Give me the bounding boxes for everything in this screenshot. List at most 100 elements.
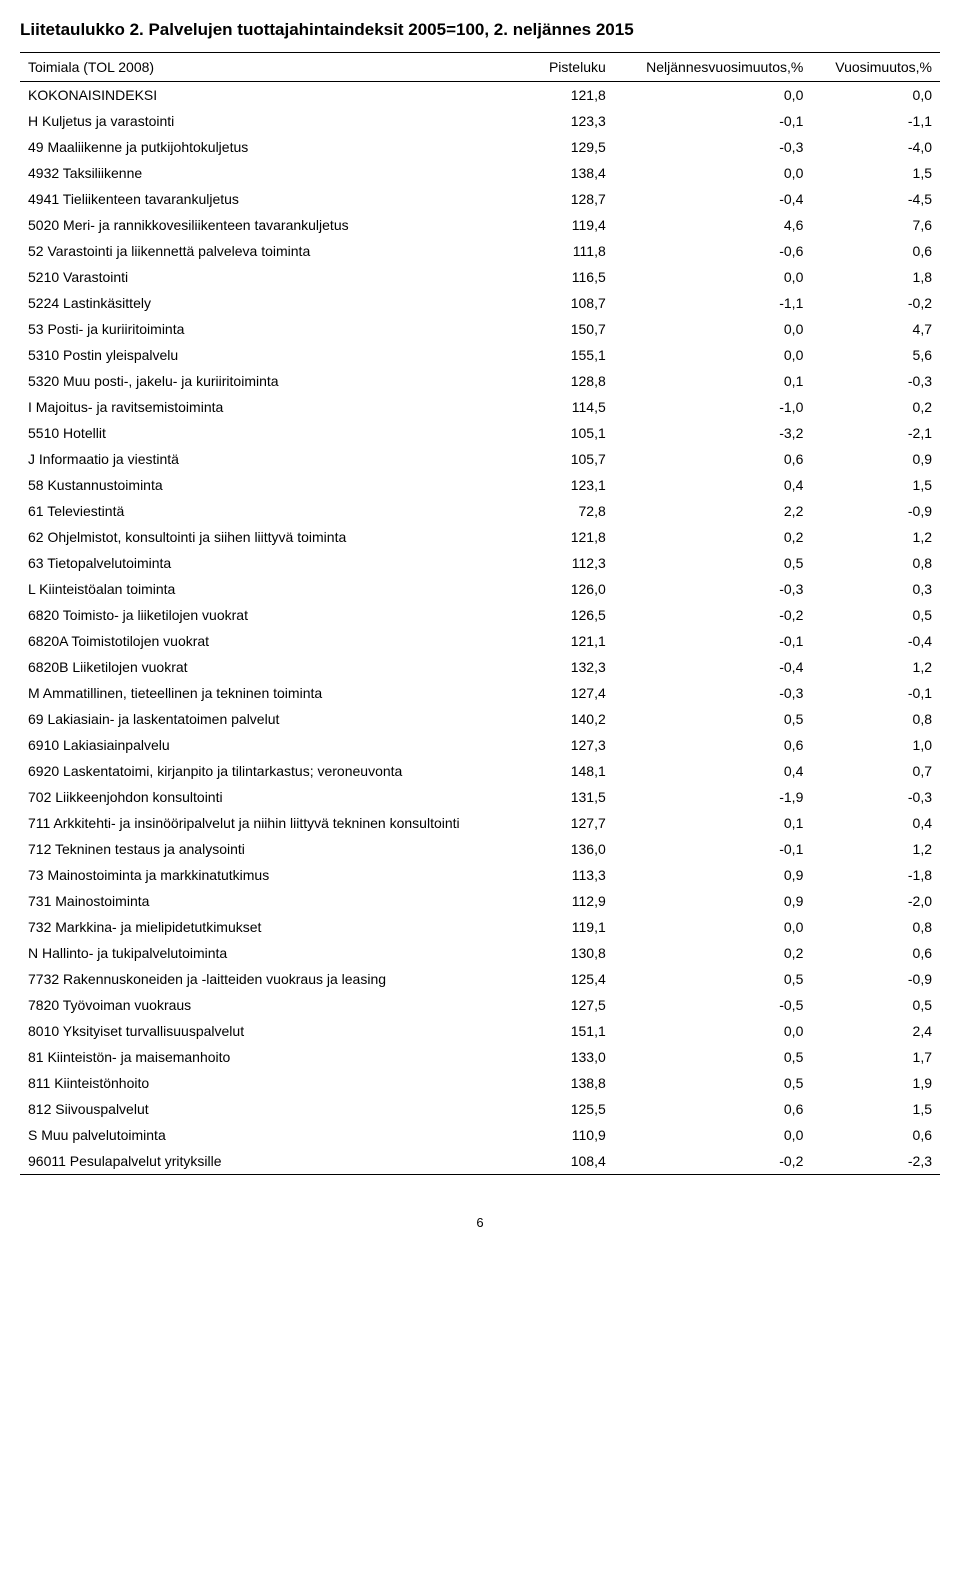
table-row: 58 Kustannustoiminta123,10,41,5 [20, 472, 940, 498]
table-row: 712 Tekninen testaus ja analysointi136,0… [20, 836, 940, 862]
cell-pisteluku: 123,3 [531, 108, 614, 134]
cell-vuosi: 0,8 [811, 914, 940, 940]
table-row: 4941 Tieliikenteen tavarankuljetus128,7-… [20, 186, 940, 212]
cell-vuosi: 0,6 [811, 1122, 940, 1148]
cell-pisteluku: 138,8 [531, 1070, 614, 1096]
cell-label: 62 Ohjelmistot, konsultointi ja siihen l… [20, 524, 531, 550]
cell-vuosi: 1,7 [811, 1044, 940, 1070]
cell-neljannes: 0,2 [614, 940, 812, 966]
cell-vuosi: 0,0 [811, 82, 940, 109]
cell-vuosi: 1,9 [811, 1070, 940, 1096]
cell-vuosi: 1,2 [811, 654, 940, 680]
table-row: 5224 Lastinkäsittely108,7-1,1-0,2 [20, 290, 940, 316]
cell-pisteluku: 105,1 [531, 420, 614, 446]
table-row: 53 Posti- ja kuriiritoiminta150,70,04,7 [20, 316, 940, 342]
cell-label: I Majoitus- ja ravitsemistoiminta [20, 394, 531, 420]
cell-vuosi: -0,2 [811, 290, 940, 316]
cell-vuosi: 0,4 [811, 810, 940, 836]
cell-pisteluku: 127,7 [531, 810, 614, 836]
cell-neljannes: 0,0 [614, 82, 812, 109]
cell-neljannes: 0,2 [614, 524, 812, 550]
cell-vuosi: -0,4 [811, 628, 940, 654]
cell-pisteluku: 108,4 [531, 1148, 614, 1175]
cell-label: 5210 Varastointi [20, 264, 531, 290]
cell-pisteluku: 138,4 [531, 160, 614, 186]
cell-label: 6920 Laskentatoimi, kirjanpito ja tilint… [20, 758, 531, 784]
cell-neljannes: 0,4 [614, 758, 812, 784]
cell-vuosi: 0,7 [811, 758, 940, 784]
cell-vuosi: 1,5 [811, 160, 940, 186]
cell-label: 811 Kiinteistönhoito [20, 1070, 531, 1096]
cell-label: 6820 Toimisto- ja liiketilojen vuokrat [20, 602, 531, 628]
cell-vuosi: 1,5 [811, 1096, 940, 1122]
cell-label: 58 Kustannustoiminta [20, 472, 531, 498]
table-row: 7820 Työvoiman vuokraus127,5-0,50,5 [20, 992, 940, 1018]
cell-pisteluku: 151,1 [531, 1018, 614, 1044]
cell-vuosi: 0,8 [811, 706, 940, 732]
cell-pisteluku: 114,5 [531, 394, 614, 420]
cell-neljannes: 0,0 [614, 264, 812, 290]
cell-label: 53 Posti- ja kuriiritoiminta [20, 316, 531, 342]
cell-pisteluku: 119,4 [531, 212, 614, 238]
table-row: 6920 Laskentatoimi, kirjanpito ja tilint… [20, 758, 940, 784]
page-number: 6 [20, 1215, 940, 1230]
cell-label: 69 Lakiasiain- ja laskentatoimen palvelu… [20, 706, 531, 732]
cell-label: 96011 Pesulapalvelut yrityksille [20, 1148, 531, 1175]
cell-neljannes: 0,0 [614, 316, 812, 342]
cell-label: 8010 Yksityiset turvallisuuspalvelut [20, 1018, 531, 1044]
cell-neljannes: 0,0 [614, 1122, 812, 1148]
cell-label: 7732 Rakennuskoneiden ja -laitteiden vuo… [20, 966, 531, 992]
cell-label: 5320 Muu posti-, jakelu- ja kuriiritoimi… [20, 368, 531, 394]
cell-neljannes: -1,0 [614, 394, 812, 420]
cell-vuosi: -0,9 [811, 498, 940, 524]
cell-vuosi: -1,8 [811, 862, 940, 888]
header-row: Toimiala (TOL 2008) Pisteluku Neljännesv… [20, 53, 940, 82]
cell-label: 61 Televiestintä [20, 498, 531, 524]
table-row: 812 Siivouspalvelut125,50,61,5 [20, 1096, 940, 1122]
cell-pisteluku: 105,7 [531, 446, 614, 472]
cell-label: J Informaatio ja viestintä [20, 446, 531, 472]
table-row: 732 Markkina- ja mielipidetutkimukset119… [20, 914, 940, 940]
table-row: 49 Maaliikenne ja putkijohtokuljetus129,… [20, 134, 940, 160]
cell-neljannes: 0,5 [614, 550, 812, 576]
cell-vuosi: -4,5 [811, 186, 940, 212]
cell-label: 711 Arkkitehti- ja insinööripalvelut ja … [20, 810, 531, 836]
cell-neljannes: 0,0 [614, 1018, 812, 1044]
cell-vuosi: -2,1 [811, 420, 940, 446]
cell-pisteluku: 119,1 [531, 914, 614, 940]
cell-vuosi: 0,5 [811, 602, 940, 628]
cell-neljannes: -1,1 [614, 290, 812, 316]
cell-neljannes: -0,1 [614, 836, 812, 862]
table-row: 5510 Hotellit105,1-3,2-2,1 [20, 420, 940, 446]
cell-vuosi: -2,0 [811, 888, 940, 914]
table-row: 8010 Yksityiset turvallisuuspalvelut151,… [20, 1018, 940, 1044]
cell-neljannes: -0,4 [614, 654, 812, 680]
cell-pisteluku: 108,7 [531, 290, 614, 316]
cell-label: 7820 Työvoiman vuokraus [20, 992, 531, 1018]
cell-neljannes: 0,0 [614, 342, 812, 368]
cell-pisteluku: 155,1 [531, 342, 614, 368]
table-row: 6820A Toimistotilojen vuokrat121,1-0,1-0… [20, 628, 940, 654]
table-row: KOKONAISINDEKSI121,80,00,0 [20, 82, 940, 109]
cell-label: 52 Varastointi ja liikennettä palveleva … [20, 238, 531, 264]
cell-neljannes: 4,6 [614, 212, 812, 238]
cell-vuosi: -0,9 [811, 966, 940, 992]
cell-label: 712 Tekninen testaus ja analysointi [20, 836, 531, 862]
table-row: 6820 Toimisto- ja liiketilojen vuokrat12… [20, 602, 940, 628]
table-row: 711 Arkkitehti- ja insinööripalvelut ja … [20, 810, 940, 836]
cell-neljannes: -1,9 [614, 784, 812, 810]
cell-pisteluku: 128,8 [531, 368, 614, 394]
cell-vuosi: 1,5 [811, 472, 940, 498]
cell-neljannes: 0,5 [614, 706, 812, 732]
cell-pisteluku: 127,3 [531, 732, 614, 758]
table-row: 731 Mainostoiminta112,90,9-2,0 [20, 888, 940, 914]
cell-pisteluku: 123,1 [531, 472, 614, 498]
table-row: 5310 Postin yleispalvelu155,10,05,6 [20, 342, 940, 368]
cell-neljannes: 0,5 [614, 1044, 812, 1070]
col-header-1: Pisteluku [531, 53, 614, 82]
table-row: H Kuljetus ja varastointi123,3-0,1-1,1 [20, 108, 940, 134]
col-header-0: Toimiala (TOL 2008) [20, 53, 531, 82]
cell-neljannes: -0,2 [614, 602, 812, 628]
cell-vuosi: 7,6 [811, 212, 940, 238]
cell-pisteluku: 121,8 [531, 524, 614, 550]
